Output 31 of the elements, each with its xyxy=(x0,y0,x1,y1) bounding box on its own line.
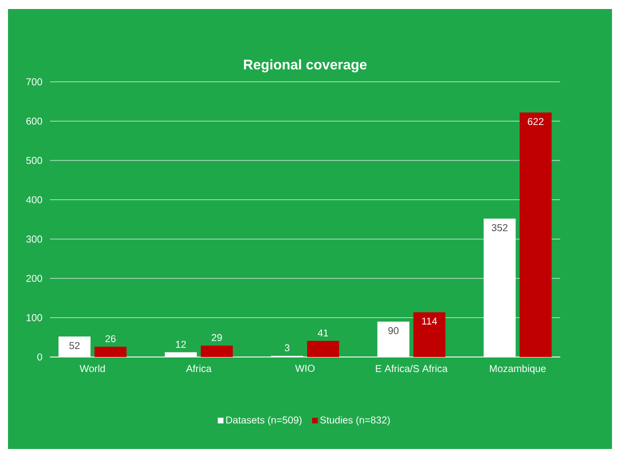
data-label: 90 xyxy=(388,327,399,334)
data-label: 29 xyxy=(212,334,222,342)
x-tick-label: E Africa/S Africa xyxy=(376,364,448,372)
legend-label: Datasets (n=509) xyxy=(226,416,302,426)
x-tick-label: World xyxy=(80,364,105,372)
y-tick-label: 100 xyxy=(26,314,42,322)
x-tick-label: WIO xyxy=(295,364,315,372)
data-label: 26 xyxy=(105,335,116,342)
bar xyxy=(413,312,446,357)
bar xyxy=(520,112,552,357)
data-label: 3 xyxy=(284,344,290,352)
bar xyxy=(200,346,233,357)
bar xyxy=(94,346,127,357)
data-label: 12 xyxy=(176,340,186,348)
x-tick-label: Africa xyxy=(186,364,212,372)
data-label: 622 xyxy=(528,118,544,126)
y-tick-label: 200 xyxy=(26,274,42,282)
y-tick-label: 400 xyxy=(26,196,42,204)
bar xyxy=(307,340,340,357)
chart-title: Regional coverage xyxy=(244,59,367,72)
x-tick-label: Mozambique xyxy=(490,364,546,374)
data-label: 41 xyxy=(318,330,328,336)
y-tick-label: 700 xyxy=(26,78,42,86)
y-tick-label: 600 xyxy=(26,118,42,125)
data-label: 352 xyxy=(492,224,508,232)
y-tick-label: 500 xyxy=(26,156,42,164)
legend-label: Studies (n=832) xyxy=(320,416,390,426)
data-label: 52 xyxy=(69,342,80,350)
y-tick-label: 300 xyxy=(26,236,42,243)
data-label: 114 xyxy=(422,318,438,325)
y-tick-label: 0 xyxy=(37,353,42,361)
